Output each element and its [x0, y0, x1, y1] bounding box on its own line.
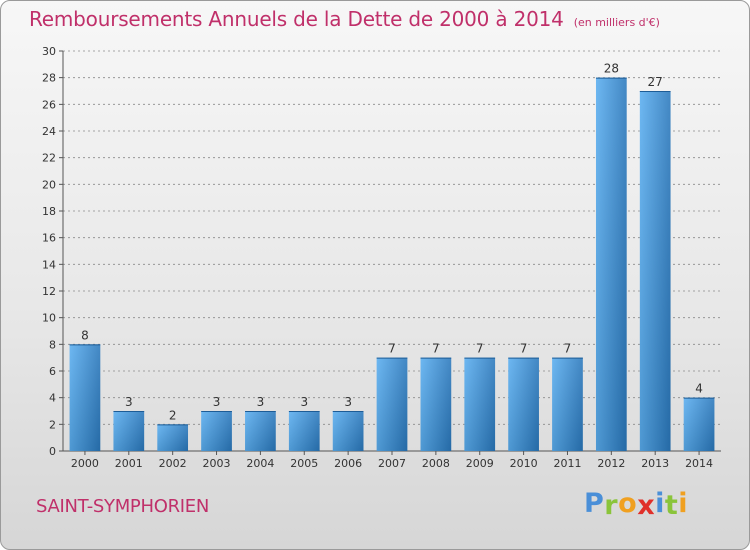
- bar-shade: [464, 357, 496, 451]
- x-tick-label: 2002: [159, 457, 187, 470]
- x-tick-label: 2013: [641, 457, 669, 470]
- title-row: Remboursements Annuels de la Dette de 20…: [29, 7, 660, 37]
- logo-letter: i: [678, 488, 689, 519]
- logo-letter: o: [618, 488, 638, 519]
- bar-shade: [69, 344, 101, 451]
- bar-shade: [420, 357, 452, 451]
- bar-value-label: 8: [81, 328, 89, 342]
- bar-shade: [288, 411, 320, 451]
- bar-shade: [376, 357, 408, 451]
- x-tick-label: 2010: [510, 457, 538, 470]
- bar-shade: [595, 77, 627, 452]
- bar-value-label: 7: [388, 342, 396, 356]
- y-tick-label: 20: [42, 178, 56, 191]
- bar-value-label: 7: [432, 342, 440, 356]
- bar-value-label: 2: [169, 408, 177, 422]
- x-tick-label: 2014: [685, 457, 713, 470]
- y-tick-label: 12: [42, 285, 56, 298]
- y-tick-label: 18: [42, 205, 56, 218]
- bar-value-label: 3: [213, 395, 221, 409]
- bar-value-label: 3: [257, 395, 265, 409]
- bar-shade: [683, 397, 715, 451]
- y-tick-label: 30: [42, 45, 56, 58]
- bar-shade: [639, 91, 671, 451]
- bar-value-label: 28: [604, 62, 619, 76]
- logo-letter: i: [655, 488, 665, 519]
- bar-value-label: 7: [476, 342, 484, 356]
- bar-shade: [245, 411, 276, 451]
- x-tick-label: 2011: [553, 457, 581, 470]
- logo-letter: r: [604, 490, 619, 521]
- x-tick-label: 2001: [115, 457, 143, 470]
- chart-title: Remboursements Annuels de la Dette de 20…: [29, 7, 564, 31]
- bar-shade: [552, 357, 583, 451]
- x-tick-label: 2004: [246, 457, 274, 470]
- bar-value-label: 4: [695, 382, 703, 396]
- bar-shade: [201, 411, 232, 451]
- y-tick-label: 16: [42, 232, 56, 245]
- bar-value-label: 27: [648, 75, 663, 89]
- bar-value-label: 3: [300, 395, 308, 409]
- x-tick-label: 2007: [378, 457, 406, 470]
- bar-value-label: 7: [520, 342, 528, 356]
- y-tick-label: 6: [49, 365, 56, 378]
- commune-name: SAINT-SYMPHORIEN: [36, 496, 210, 517]
- x-tick-label: 2012: [597, 457, 625, 470]
- y-tick-label: 2: [49, 418, 56, 431]
- bar-layer: [69, 77, 715, 452]
- y-tick-label: 22: [42, 152, 56, 165]
- x-tick-label: 2006: [334, 457, 362, 470]
- y-tick-label: 28: [42, 72, 56, 85]
- logo-letter: P: [584, 488, 605, 519]
- chart-subtitle: (en milliers d'€): [573, 16, 660, 29]
- x-tick-label: 2009: [466, 457, 494, 470]
- bar-shade: [113, 411, 145, 451]
- y-tick-label: 8: [49, 338, 56, 351]
- x-tick-label: 2005: [290, 457, 318, 470]
- bar-shade: [157, 424, 189, 451]
- x-tick-label: 2000: [71, 457, 99, 470]
- logo-letter: t: [664, 490, 679, 521]
- y-tick-label: 26: [42, 98, 56, 111]
- y-tick-label: 14: [42, 258, 56, 271]
- label-layer: 8 2000 3 2001 2 2002 3 2003 3 2004 3 2005 3 2006 7 2007…: [71, 62, 713, 470]
- bar-shade: [508, 357, 539, 451]
- proxiti-logo: Proxiti: [584, 488, 689, 521]
- y-tick-label: 4: [49, 392, 56, 405]
- y-tick-label: 24: [42, 125, 56, 138]
- logo-letter: x: [637, 490, 656, 521]
- y-tick-label: 0: [49, 445, 56, 458]
- x-tick-label: 2003: [203, 457, 231, 470]
- x-tick-label: 2008: [422, 457, 450, 470]
- y-tick-label: 10: [42, 312, 56, 325]
- bar-value-label: 3: [344, 395, 352, 409]
- bar-shade: [332, 411, 364, 451]
- bar-value-label: 3: [125, 395, 133, 409]
- bar-value-label: 7: [564, 342, 572, 356]
